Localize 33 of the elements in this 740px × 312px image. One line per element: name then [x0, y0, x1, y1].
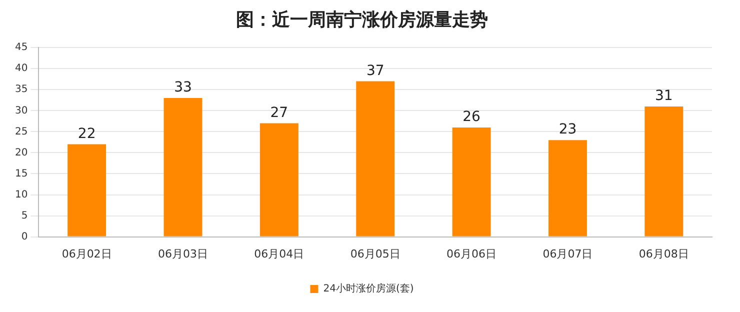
y-tick-label: 35: [14, 84, 28, 96]
x-tick-label: 06月02日: [62, 247, 112, 260]
y-tick-label: 10: [14, 189, 28, 200]
data-label: 31: [654, 88, 673, 104]
y-tick-label: 0: [21, 231, 28, 242]
chart-title: 图：近一周南宁涨价房源量走势: [236, 9, 488, 30]
data-label: 37: [366, 62, 384, 79]
data-label: 23: [558, 122, 577, 138]
bar: [260, 123, 298, 236]
data-label: 26: [462, 109, 481, 126]
bar: [68, 144, 106, 236]
x-tick-label: 06月04日: [254, 247, 304, 260]
y-tick-label: 20: [14, 147, 28, 158]
y-tick-label: 45: [14, 42, 28, 54]
legend-label: 24小时涨价房源(套): [323, 282, 414, 295]
bar: [452, 127, 491, 236]
bar: [356, 81, 395, 236]
y-tick-label: 40: [14, 63, 28, 74]
x-tick-label: 06月05日: [350, 247, 400, 260]
y-tick-label: 25: [14, 126, 28, 138]
y-tick-label: 30: [14, 105, 28, 116]
y-tick-label: 15: [14, 168, 28, 180]
bar: [548, 140, 587, 236]
x-tick-label: 06月03日: [158, 247, 208, 260]
bar: [164, 98, 202, 236]
x-tick-label: 06月07日: [542, 247, 593, 260]
bar: [644, 106, 684, 236]
y-tick-label: 5: [21, 210, 28, 222]
data-label: 22: [78, 126, 96, 142]
data-label: 33: [174, 80, 192, 96]
x-tick-label: 06月08日: [638, 247, 689, 260]
data-label: 27: [270, 104, 288, 121]
x-tick-label: 06月06日: [446, 247, 497, 260]
